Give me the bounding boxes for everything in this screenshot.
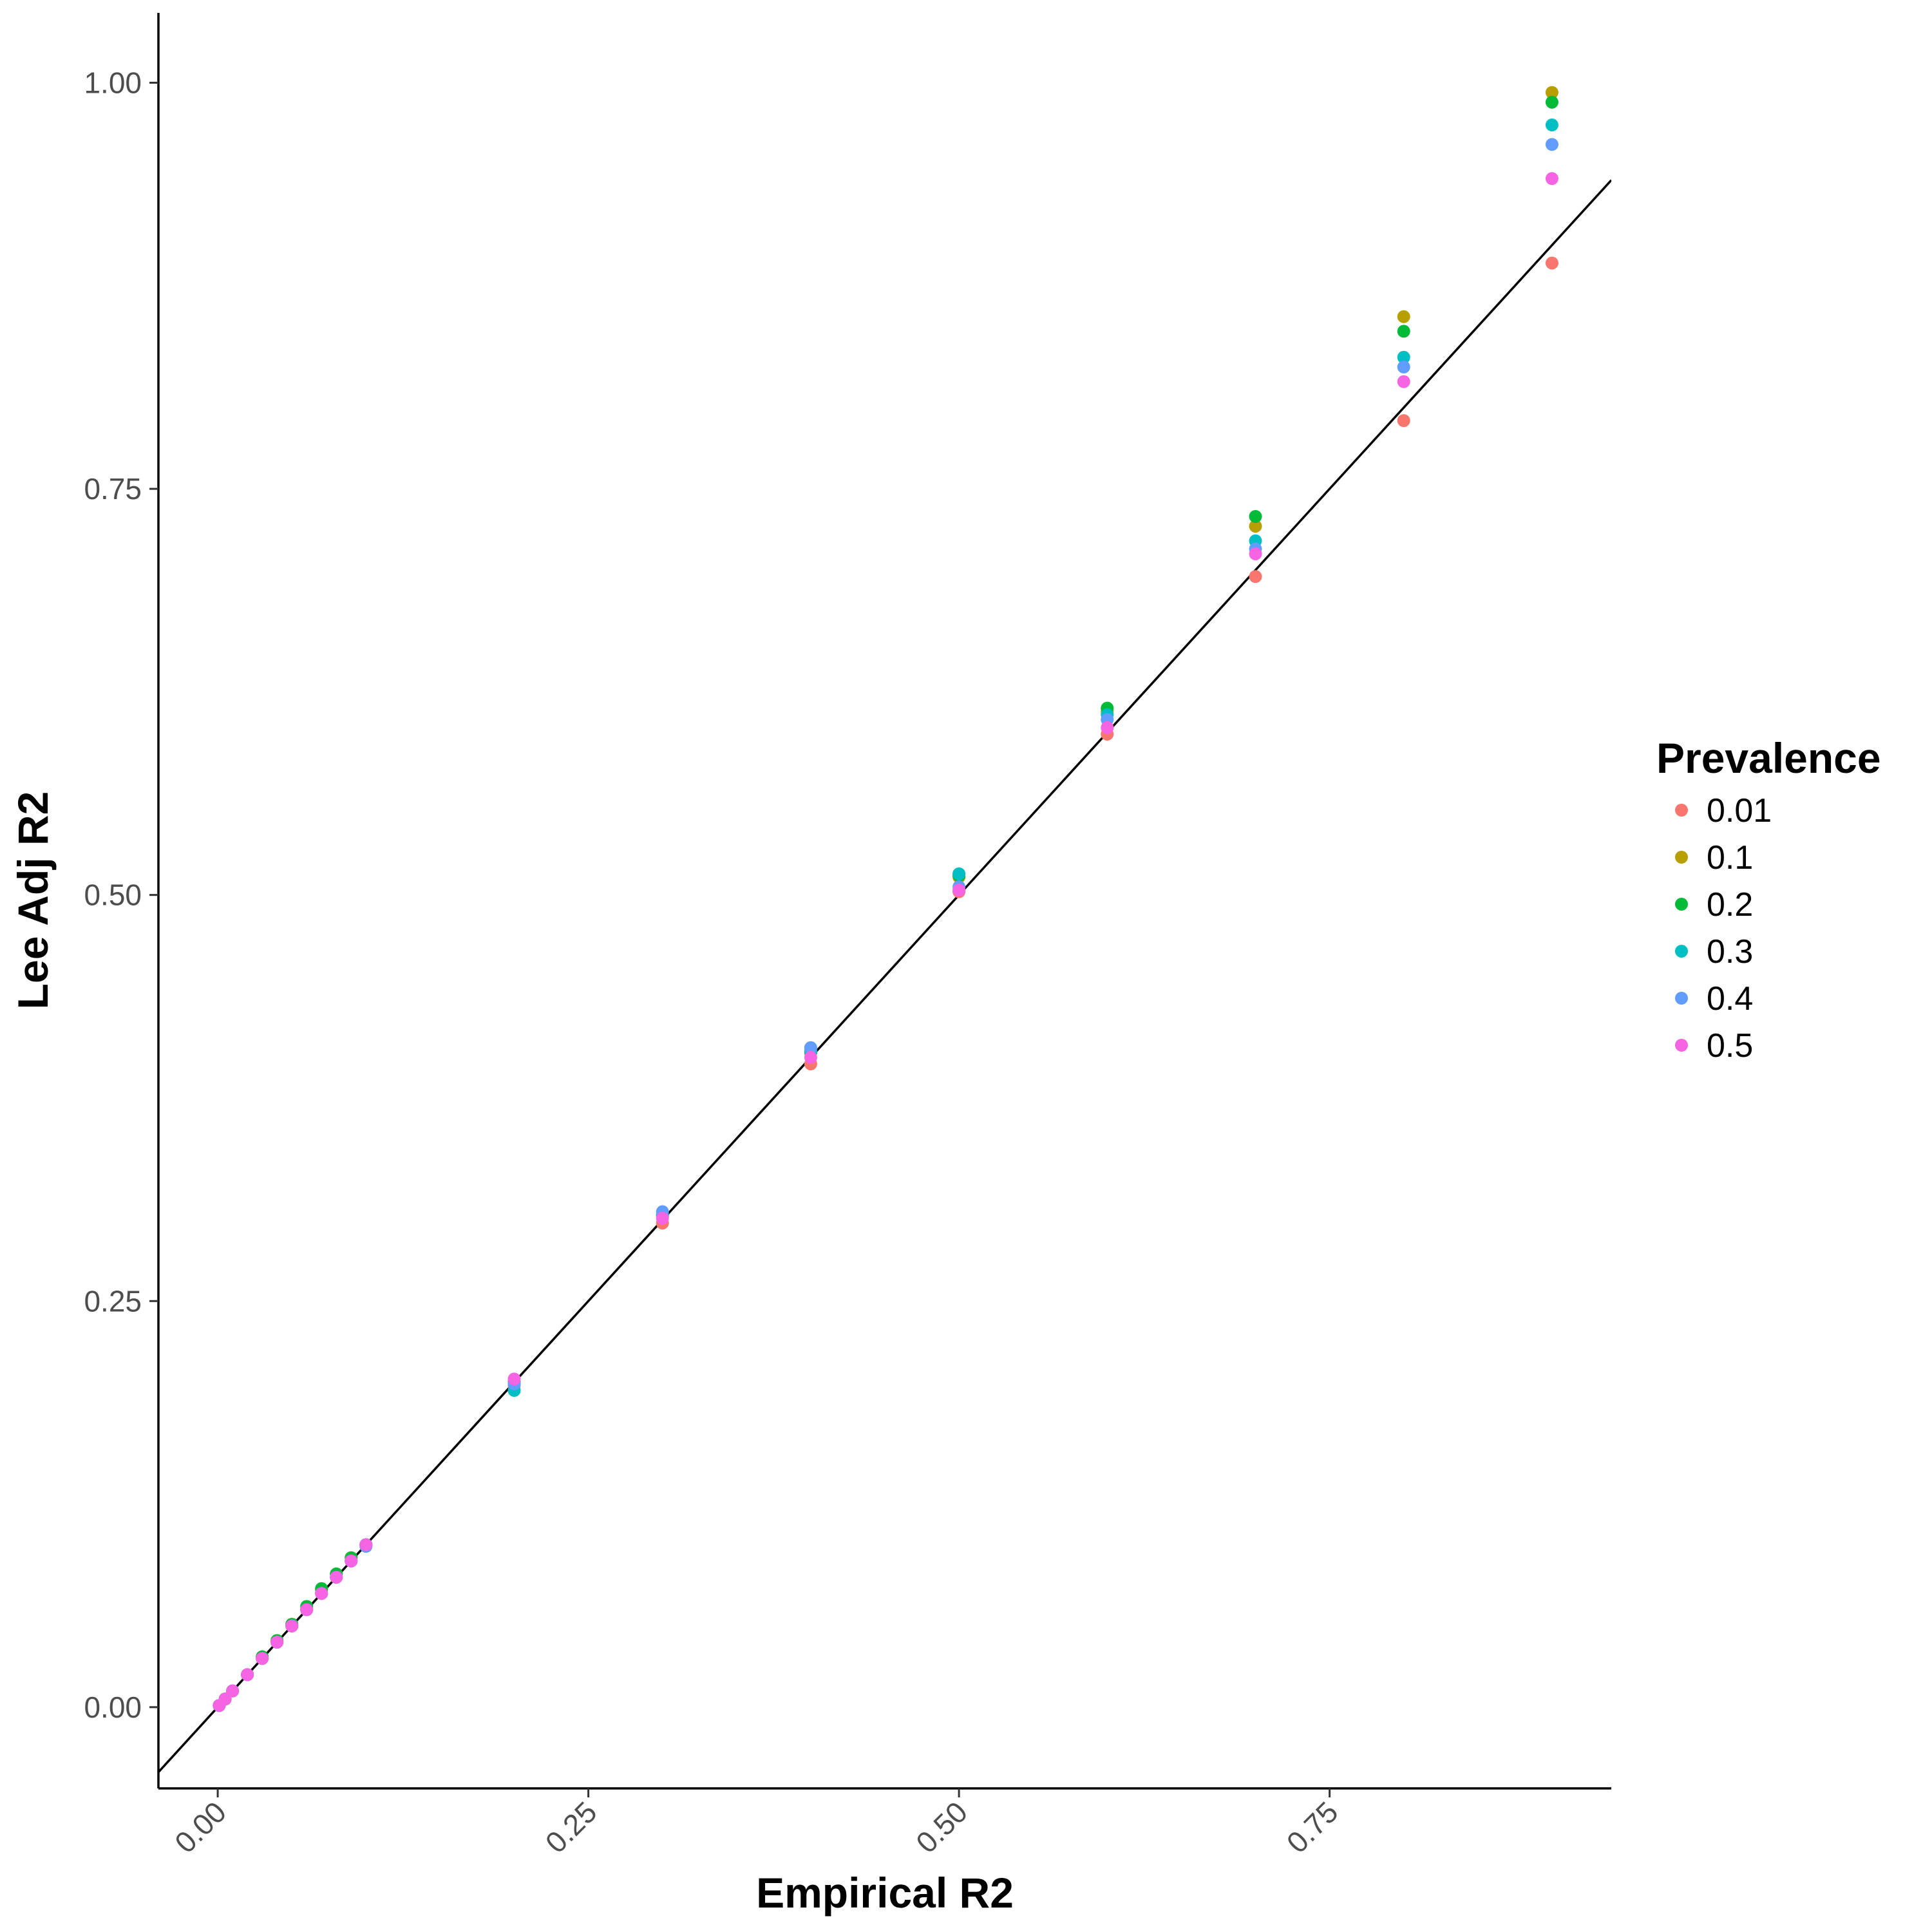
x-axis-ticks: 0.00 0.25 0.50 0.75 <box>168 1788 1345 1859</box>
plot-area <box>158 86 1611 1773</box>
data-point <box>226 1684 240 1698</box>
x-tick-label: 0.50 <box>909 1795 974 1859</box>
data-point <box>1249 520 1262 533</box>
legend-key <box>1675 1039 1688 1052</box>
data-point <box>1101 721 1114 734</box>
data-point <box>656 1211 669 1225</box>
x-tick-label: 0.25 <box>539 1795 603 1859</box>
data-point <box>345 1554 358 1567</box>
data-point <box>330 1571 343 1584</box>
data-point <box>804 1041 817 1054</box>
legend-key <box>1675 992 1688 1005</box>
legend-label: 0.01 <box>1707 792 1772 829</box>
legend-label: 0.5 <box>1707 1027 1753 1065</box>
data-point <box>1397 360 1410 374</box>
data-point <box>1545 86 1558 99</box>
y-tick-label: 0.75 <box>84 472 142 506</box>
data-point <box>256 1652 269 1665</box>
x-tick-label: 0.00 <box>168 1795 232 1859</box>
data-point <box>1397 325 1410 338</box>
data-point <box>1249 570 1262 583</box>
y-tick-label: 0.25 <box>84 1284 142 1318</box>
data-point <box>1545 138 1558 151</box>
y-tick-label: 0.50 <box>84 878 142 912</box>
data-point <box>270 1635 284 1649</box>
x-tick-label: 0.75 <box>1280 1795 1345 1859</box>
y-axis-ticks: 0.00 0.25 0.50 0.75 1.00 <box>84 66 158 1724</box>
data-point <box>218 1692 232 1706</box>
data-point <box>300 1603 314 1616</box>
data-point <box>1249 547 1262 560</box>
y-tick-label: 1.00 <box>84 66 142 99</box>
data-point <box>952 867 966 880</box>
reference-line <box>158 179 1611 1773</box>
legend-key <box>1675 945 1688 958</box>
y-axis-title: Lee Adj R2 <box>9 791 57 1010</box>
data-point <box>285 1619 299 1633</box>
legend-key <box>1675 851 1688 864</box>
legend-label: 0.1 <box>1707 839 1753 876</box>
data-point <box>804 1050 817 1064</box>
data-point <box>952 884 966 897</box>
legend-items: 0.01 0.1 0.2 0.3 0.4 0.5 <box>1675 792 1772 1065</box>
y-tick-label: 0.00 <box>84 1690 142 1724</box>
legend-key <box>1675 804 1688 817</box>
data-point <box>1249 509 1262 523</box>
legend-label: 0.2 <box>1707 886 1753 923</box>
data-point <box>315 1587 328 1600</box>
data-point <box>507 1372 521 1386</box>
data-point <box>1397 350 1410 364</box>
data-points <box>213 86 1558 1712</box>
x-axis-title: Empirical R2 <box>756 1869 1014 1917</box>
data-point <box>1397 310 1410 323</box>
data-point <box>1545 172 1558 185</box>
data-point <box>1397 375 1410 388</box>
legend: Prevalence 0.01 0.1 0.2 0.3 0.4 0.5 <box>1656 734 1881 1065</box>
legend-label: 0.3 <box>1707 933 1753 971</box>
legend-title: Prevalence <box>1656 734 1881 782</box>
data-point <box>1545 95 1558 109</box>
data-point <box>1397 414 1410 428</box>
legend-label: 0.4 <box>1707 980 1753 1018</box>
data-point <box>241 1668 254 1681</box>
legend-key <box>1675 898 1688 911</box>
data-point <box>1545 256 1558 270</box>
data-point <box>1545 118 1558 132</box>
data-point <box>359 1538 373 1551</box>
